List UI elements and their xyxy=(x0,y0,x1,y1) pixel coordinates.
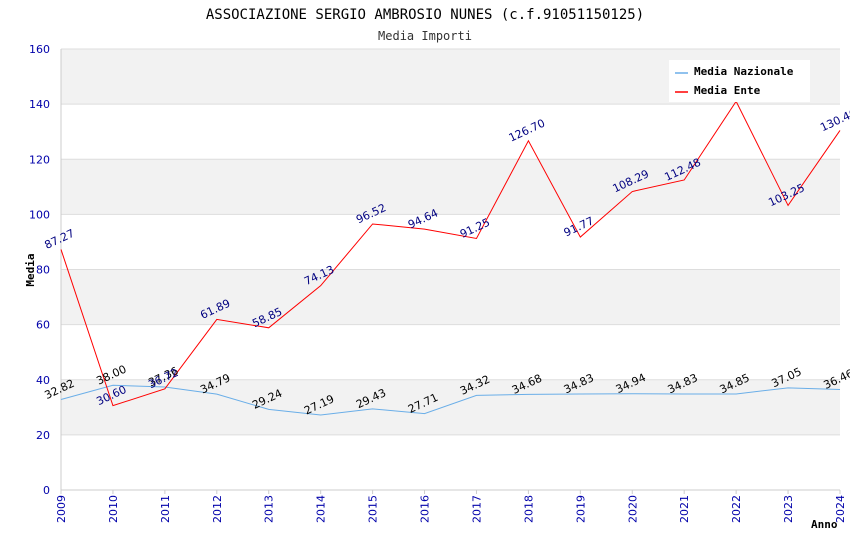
series-lines xyxy=(60,100,841,416)
y-tick-label: 0 xyxy=(43,484,50,497)
chart-subtitle: Media Importi xyxy=(378,29,472,43)
x-tick-label: 2010 xyxy=(107,495,120,523)
grid-bands xyxy=(61,49,840,435)
data-label-ente: 87.27 xyxy=(42,227,76,252)
x-tick-label: 2015 xyxy=(367,495,380,523)
grid-band xyxy=(61,159,840,215)
series-line-ente xyxy=(60,100,841,407)
y-axis-label: Media xyxy=(24,253,37,286)
data-label-ente: 91.25 xyxy=(458,216,492,241)
y-tick-label: 120 xyxy=(29,153,50,166)
x-tick-label: 2018 xyxy=(522,495,535,523)
y-tick-label: 100 xyxy=(29,208,50,221)
x-axis-label: Anno xyxy=(811,518,838,531)
y-tick-label: 20 xyxy=(36,429,50,442)
x-axis-ticks: 2009 2010 2011 2012 2013 2014 2015 2016 2017 2018… xyxy=(55,490,847,523)
y-tick-label: 80 xyxy=(36,264,50,277)
y-tick-label: 160 xyxy=(29,43,50,56)
chart-title: ASSOCIAZIONE SERGIO AMBROSIO NUNES (c.f.… xyxy=(206,7,644,23)
x-tick-label: 2013 xyxy=(263,495,276,523)
legend-label-ente: Media Ente xyxy=(694,84,761,97)
x-tick-label: 2017 xyxy=(470,495,483,523)
grid-band xyxy=(61,379,840,435)
x-tick-label: 2009 xyxy=(55,495,68,523)
legend-label-nazionale: Media Nazionale xyxy=(694,65,794,78)
data-label-ente: 126.70 xyxy=(507,117,547,145)
data-label-ente: 91.77 xyxy=(562,214,596,239)
x-tick-label: 2020 xyxy=(626,495,639,523)
x-tick-label: 2024 xyxy=(834,495,847,523)
y-tick-label: 140 xyxy=(29,98,50,111)
axes xyxy=(60,49,840,491)
x-tick-label: 2019 xyxy=(574,495,587,523)
x-tick-label: 2016 xyxy=(419,495,432,523)
x-tick-label: 2014 xyxy=(315,495,328,523)
legend: Media Nazionale Media Ente xyxy=(669,60,810,102)
data-label-ente: 130.46 xyxy=(818,106,850,134)
legend-box xyxy=(669,60,810,102)
x-tick-label: 2012 xyxy=(211,495,224,523)
x-tick-label: 2022 xyxy=(730,495,743,523)
y-axis-ticks: 0 20 40 60 80 100 120 140 160 xyxy=(29,43,50,497)
series-line-nazionale xyxy=(60,384,841,416)
x-tick-label: 2023 xyxy=(782,495,795,523)
gridlines xyxy=(61,48,840,436)
y-tick-label: 40 xyxy=(36,374,50,387)
x-tick-label: 2021 xyxy=(678,495,691,523)
grid-band xyxy=(61,269,840,325)
x-tick-label: 2011 xyxy=(159,495,172,523)
y-tick-label: 60 xyxy=(36,319,50,332)
